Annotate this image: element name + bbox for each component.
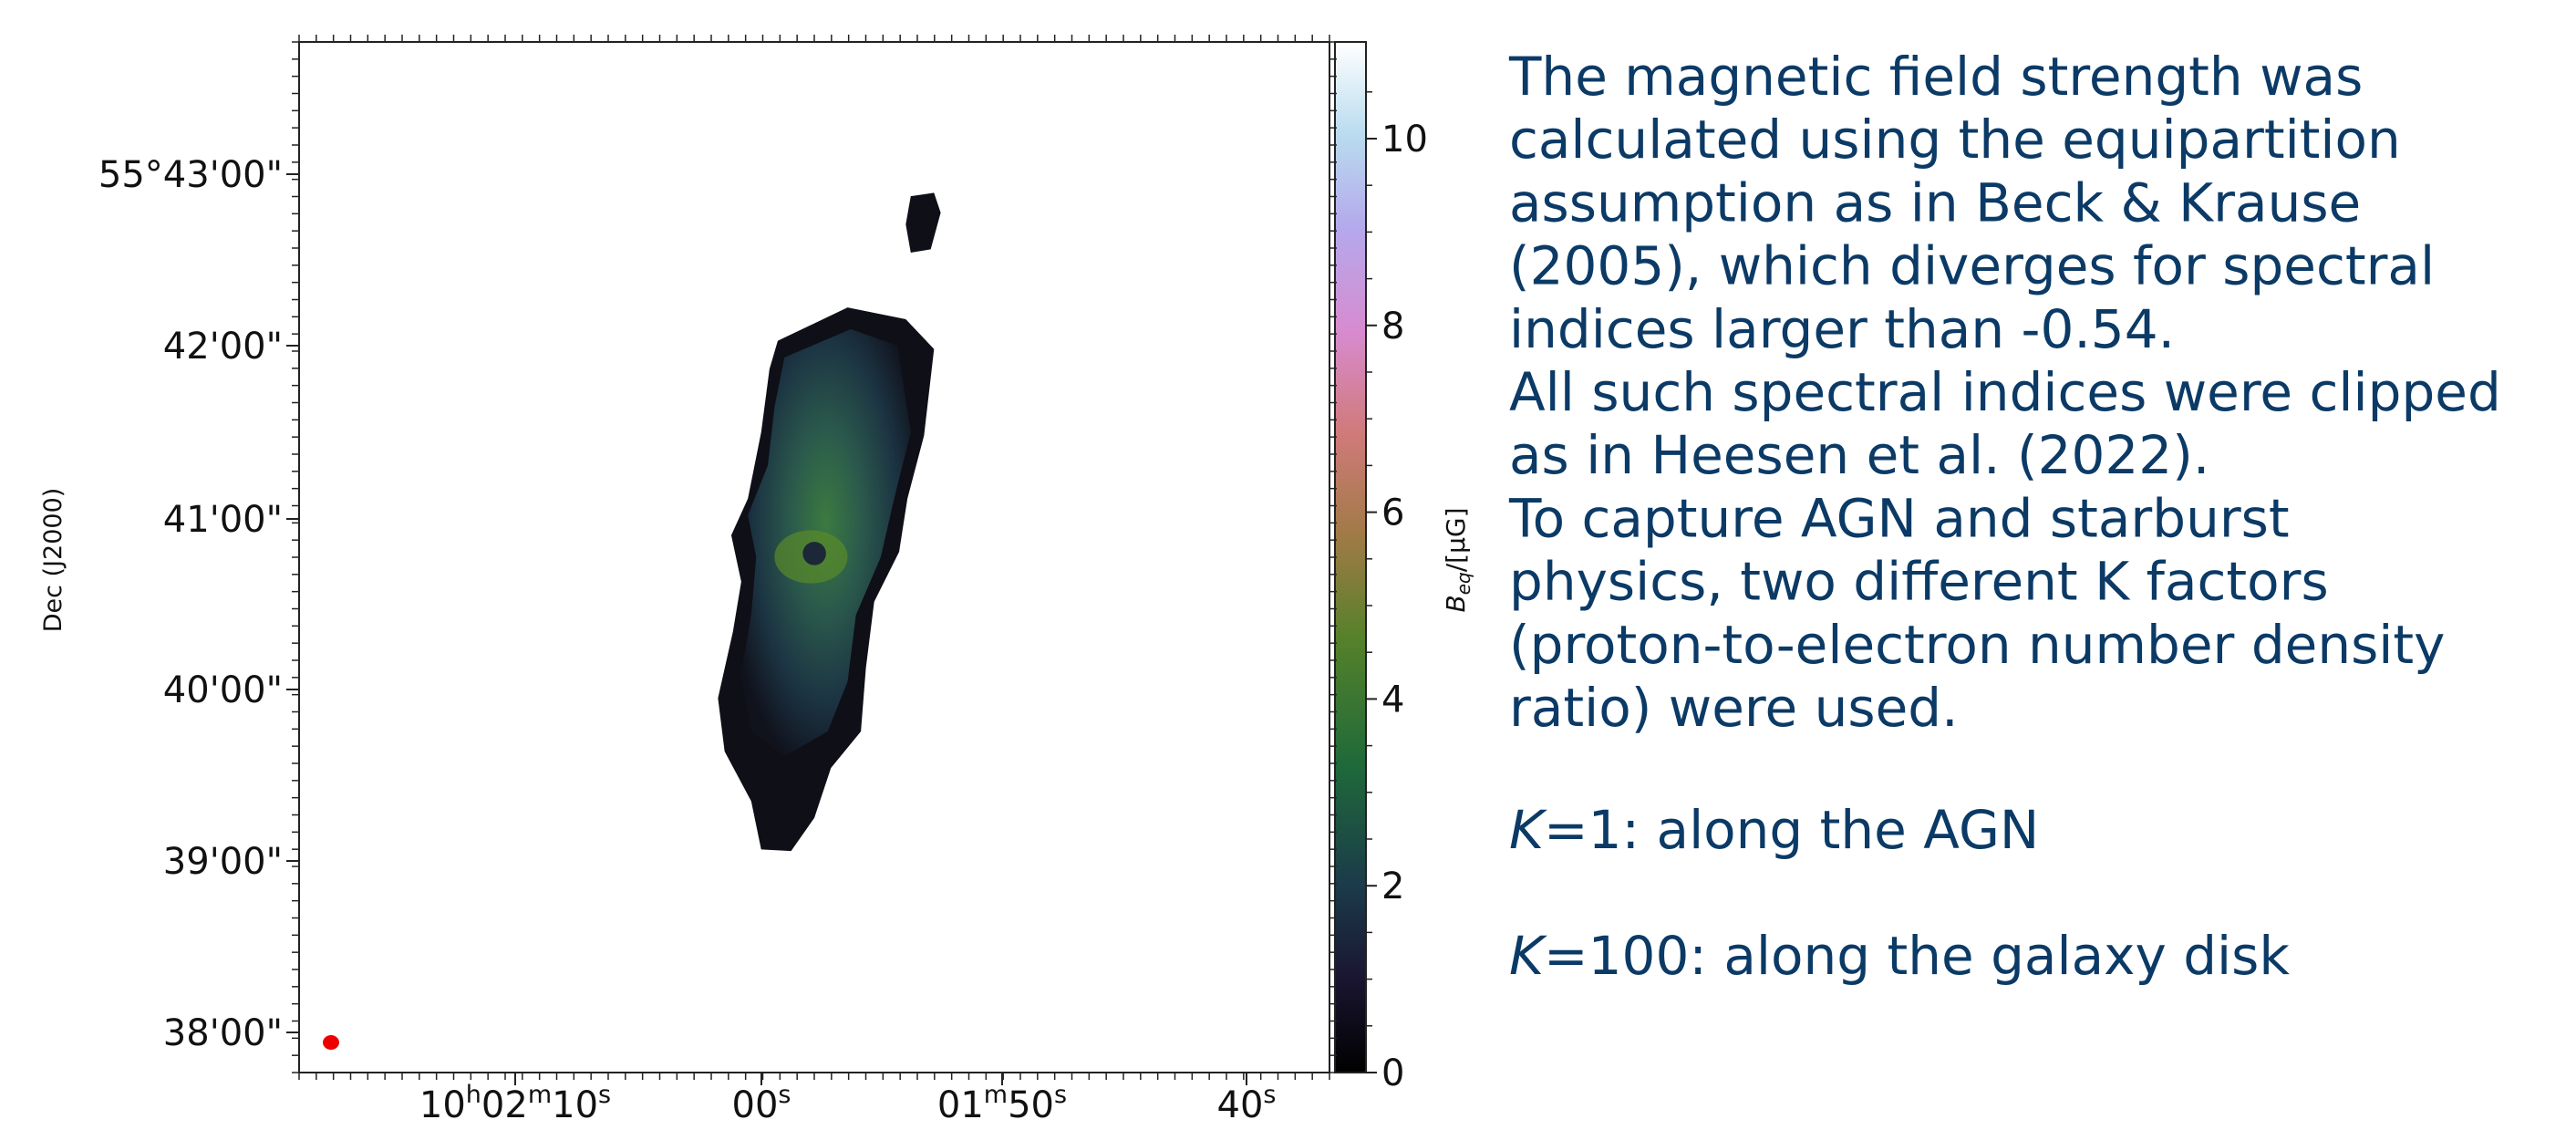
cb-subscript: eq [1453, 572, 1474, 595]
text-line: physics, two different K factors [1509, 551, 2329, 613]
text-line: ratio) were used. [1509, 677, 1959, 739]
text-line: All such spectral indices were clipped [1509, 361, 2501, 423]
ra-number: 00 [732, 1084, 779, 1126]
ra-number: 01 [937, 1084, 984, 1126]
ra-tick-label: 01m50s [937, 1081, 1067, 1126]
dec-axis-label: Dec (J2000) [39, 488, 67, 633]
text-line: indices larger than -0.54. [1509, 298, 2175, 360]
ra-tick-label: 10h02m10s [419, 1081, 611, 1126]
k-text: =1: along the AGN [1544, 799, 2039, 861]
ra-unit: s [778, 1081, 791, 1109]
text-line: To capture AGN and starburst [1508, 487, 2290, 549]
colorbar-tick-label: 10 [1381, 119, 1428, 161]
k-symbol: K [1509, 799, 1547, 861]
ra-unit: h [466, 1081, 481, 1109]
ra-number: 10 [419, 1084, 466, 1126]
ra-tick-label: 00s [732, 1081, 791, 1126]
ra-unit: m [984, 1081, 1008, 1109]
ra-tick-label: 40s [1217, 1081, 1277, 1126]
k-item: K=1: along the AGN [1509, 799, 2039, 861]
colorbar-tick-label: 6 [1381, 492, 1404, 534]
cb-symbol: B [1441, 595, 1471, 612]
cb-unit: /[μG] [1441, 507, 1471, 572]
text-line: (proton-to-electron number density [1509, 614, 2445, 676]
colorbar-tick-label: 2 [1381, 866, 1404, 907]
ra-number: 02 [481, 1084, 528, 1126]
text-line: calculated using the equipartition [1509, 109, 2401, 171]
k-text: =100: along the galaxy disk [1544, 925, 2290, 987]
k-item: K=100: along the galaxy disk [1509, 925, 2290, 987]
dec-tick-label: 41'00" [163, 499, 283, 541]
dec-tick-label: 42'00" [163, 326, 283, 368]
dec-tick-label: 40'00" [163, 669, 283, 711]
colorbar [1334, 41, 1367, 1073]
colorbar-label: Beq/[μG] [1441, 507, 1474, 612]
text-line: assumption as in Beck & Krause [1509, 171, 2361, 233]
ra-number: 50 [1008, 1084, 1054, 1126]
colorbar-tick-label: 8 [1381, 306, 1404, 347]
text-line: (2005), which diverges for spectral [1509, 235, 2435, 297]
ra-unit: s [598, 1081, 611, 1109]
ra-number: 10 [552, 1084, 598, 1126]
ra-unit: m [528, 1081, 552, 1109]
text-line: The magnetic field strength was [1508, 46, 2363, 108]
ra-unit: s [1263, 1081, 1276, 1109]
text-line: as in Heesen et al. (2022). [1509, 424, 2209, 486]
dec-tick-label: 38'00" [163, 1012, 283, 1054]
beam [323, 1035, 339, 1050]
k-symbol: K [1509, 925, 1547, 987]
ra-unit: s [1054, 1081, 1067, 1109]
galaxy-map [718, 192, 941, 852]
dec-tick-label: 55°43'00" [98, 154, 283, 196]
dec-tick-label: 39'00" [163, 841, 283, 883]
ra-number: 40 [1217, 1084, 1264, 1126]
colorbar-tick-label: 0 [1381, 1052, 1404, 1094]
colorbar-tick-label: 4 [1381, 679, 1404, 721]
